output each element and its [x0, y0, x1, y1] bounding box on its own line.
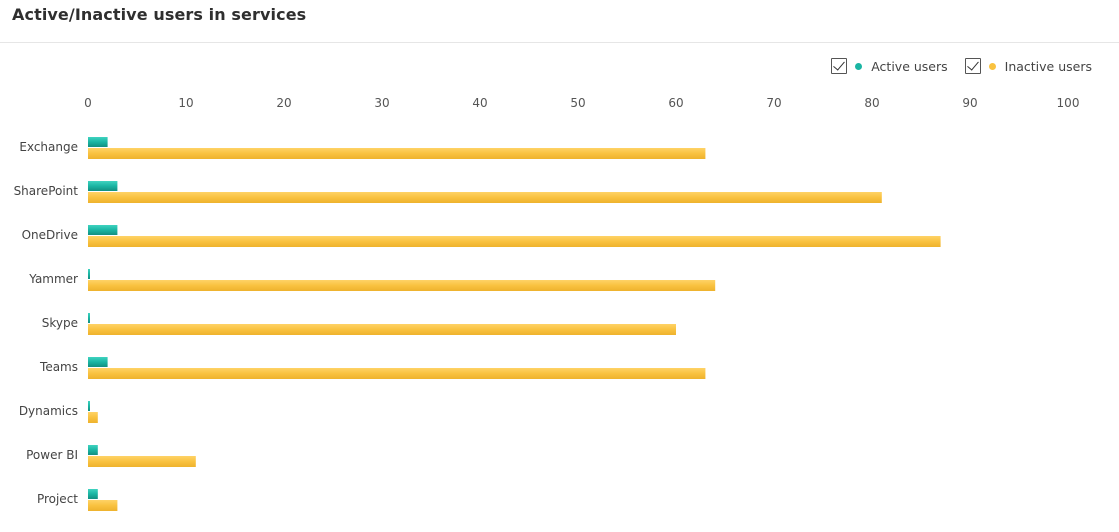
x-tick-label: 30	[374, 96, 389, 110]
chart-title: Active/Inactive users in services	[12, 5, 307, 24]
bar-active-users	[88, 445, 98, 455]
bar-inactive-users	[88, 368, 706, 379]
x-tick-label: 20	[276, 96, 291, 110]
legend-item-inactive-users[interactable]: Inactive users	[964, 58, 1092, 74]
bar-active-users	[88, 137, 108, 147]
category-label: Dynamics	[19, 404, 78, 418]
bar-inactive-users	[88, 324, 676, 335]
legend-label-active-users: Active users	[871, 58, 948, 74]
category-label: Exchange	[19, 140, 78, 154]
legend-label-inactive-users: Inactive users	[1004, 58, 1092, 74]
chart-legend: Active users Inactive users	[814, 58, 1092, 74]
category-label: SharePoint	[14, 184, 79, 198]
header-divider	[0, 42, 1119, 43]
bar-active-users	[88, 225, 118, 235]
legend-dot-inactive-users	[988, 62, 996, 70]
bar-inactive-users	[88, 280, 716, 291]
bar-active-users	[88, 489, 98, 499]
x-tick-label: 0	[84, 96, 92, 110]
x-tick-label: 70	[766, 96, 781, 110]
category-label: Project	[37, 492, 78, 506]
legend-dot-active-users	[855, 62, 863, 70]
category-label: Skype	[42, 316, 78, 330]
category-label: Teams	[39, 360, 78, 374]
bar-inactive-users	[88, 192, 882, 203]
checkbox-active-users[interactable]	[831, 58, 848, 74]
legend-item-active-users[interactable]: Active users	[831, 58, 948, 74]
x-tick-label: 90	[962, 96, 977, 110]
bar-inactive-users	[88, 148, 706, 159]
bar-active-users	[88, 401, 90, 411]
category-label: Yammer	[28, 272, 78, 286]
x-tick-label: 60	[668, 96, 683, 110]
category-label: Power BI	[26, 448, 78, 462]
bar-inactive-users	[88, 456, 196, 467]
bar-active-users	[88, 269, 90, 279]
category-label: OneDrive	[22, 228, 78, 242]
x-tick-label: 10	[178, 96, 193, 110]
x-tick-label: 50	[570, 96, 585, 110]
bar-inactive-users	[88, 412, 98, 423]
bar-chart: 0 10 20 30 40 50 60 70 80 90 100 Exchange SharePoint…	[14, 96, 1080, 511]
checkbox-inactive-users[interactable]	[964, 58, 981, 74]
x-tick-label: 100	[1057, 96, 1080, 110]
bar-active-users	[88, 181, 118, 191]
x-tick-label: 80	[864, 96, 879, 110]
bar-inactive-users	[88, 236, 941, 247]
bar-active-users	[88, 313, 90, 323]
bar-active-users	[88, 357, 108, 367]
bar-inactive-users	[88, 500, 118, 511]
x-tick-label: 40	[472, 96, 487, 110]
